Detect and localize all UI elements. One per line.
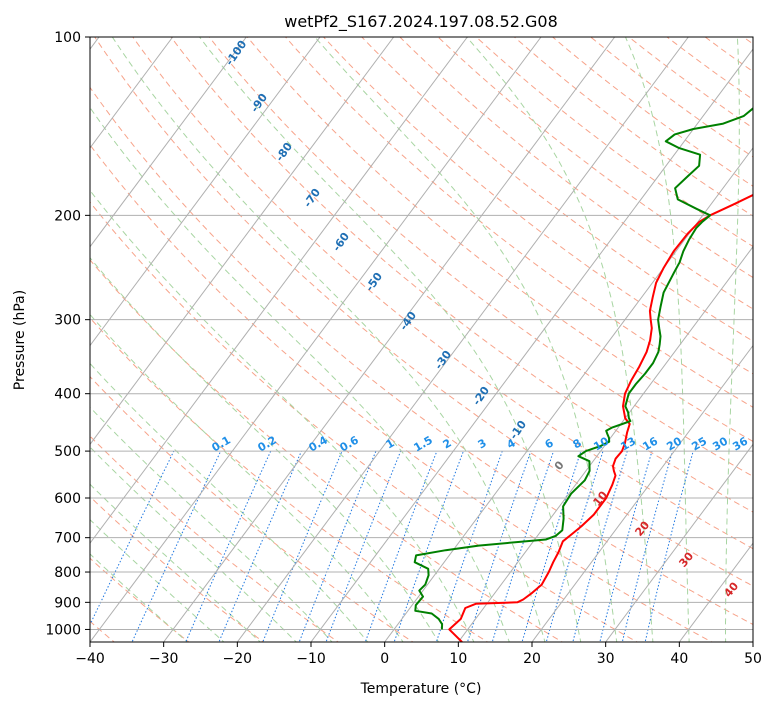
isotherm xyxy=(90,37,247,248)
temperature-line xyxy=(448,193,753,642)
isotherm xyxy=(531,344,753,642)
x-tick-label: 10 xyxy=(449,651,467,667)
y-tick-label: 100 xyxy=(54,30,81,46)
x-tick-label: 0 xyxy=(380,651,389,667)
y-tick-label: 400 xyxy=(54,387,81,403)
mixing-ratio-line xyxy=(90,450,175,626)
isotherm xyxy=(384,147,753,642)
moist-adiabat xyxy=(90,406,333,642)
mixing-ratio-line xyxy=(435,450,503,642)
dry-adiabat xyxy=(170,37,753,513)
y-axis: 100 200 300 400 500 600 700 800 900 1000 xyxy=(45,30,90,638)
isotherm xyxy=(90,37,468,545)
isotherm xyxy=(163,37,616,642)
x-tick-label: 20 xyxy=(523,651,541,667)
y-tick-label: 600 xyxy=(54,491,81,507)
moist-adiabat xyxy=(90,256,440,642)
chart-title: wetPf2_S167.2024.197.08.52.G08 xyxy=(284,12,558,32)
y-tick-label: 300 xyxy=(54,313,81,329)
mixing-ratio-line xyxy=(218,450,302,642)
x-tick-label: 50 xyxy=(744,651,762,667)
x-axis: −40 −30 −20 −10 0 10 20 30 40 50 xyxy=(75,642,762,667)
dry-adiabat xyxy=(94,37,753,587)
plot-frame xyxy=(89,36,754,643)
profiles xyxy=(413,106,753,642)
x-tick-label: −40 xyxy=(75,651,105,667)
x-tick-label: 30 xyxy=(597,651,615,667)
mixing-ratio-line xyxy=(521,450,582,642)
grid xyxy=(90,37,753,642)
x-tick-label: 40 xyxy=(670,651,688,667)
mixing-ratio-line xyxy=(621,450,673,642)
y-tick-label: 500 xyxy=(54,444,81,460)
y-tick-label: 700 xyxy=(54,531,81,547)
mixing-ratio-line xyxy=(185,450,272,642)
y-tick-label: 1000 xyxy=(45,622,81,638)
dewpoint-line xyxy=(413,106,753,630)
x-tick-label: −10 xyxy=(296,651,326,667)
isotherm xyxy=(310,48,753,642)
dry-adiabat xyxy=(322,37,753,375)
isotherm xyxy=(605,443,753,642)
mixing-ratio-line xyxy=(491,450,555,642)
x-axis-label: Temperature (°C) xyxy=(360,681,482,697)
mixing-ratio-line xyxy=(325,450,402,642)
isotherm xyxy=(90,37,321,347)
mixing-ratio-line xyxy=(298,450,377,642)
y-axis-label: Pressure (hPa) xyxy=(12,290,28,390)
y-tick-label: 900 xyxy=(54,595,81,611)
mixing-ratio-line xyxy=(545,450,604,642)
dry-adiabat xyxy=(399,37,753,310)
dry-adiabat xyxy=(208,37,753,477)
dry-adiabat xyxy=(90,144,713,642)
mixing-ratio-line xyxy=(599,450,653,642)
mixing-ratio-line xyxy=(364,450,438,642)
dry-adiabat xyxy=(90,317,489,642)
isotherm xyxy=(236,37,689,642)
x-tick-label: −30 xyxy=(149,651,179,667)
mixing-ratio-line xyxy=(393,450,464,642)
isotherm xyxy=(90,37,395,446)
isotherm xyxy=(90,37,174,149)
y-tick-label: 200 xyxy=(54,208,81,224)
y-tick-label: 800 xyxy=(54,565,81,581)
x-tick-label: −20 xyxy=(223,651,253,667)
dry-adiabat xyxy=(132,37,753,550)
mixing-ratio-line xyxy=(572,450,628,642)
isotherm xyxy=(90,37,542,642)
